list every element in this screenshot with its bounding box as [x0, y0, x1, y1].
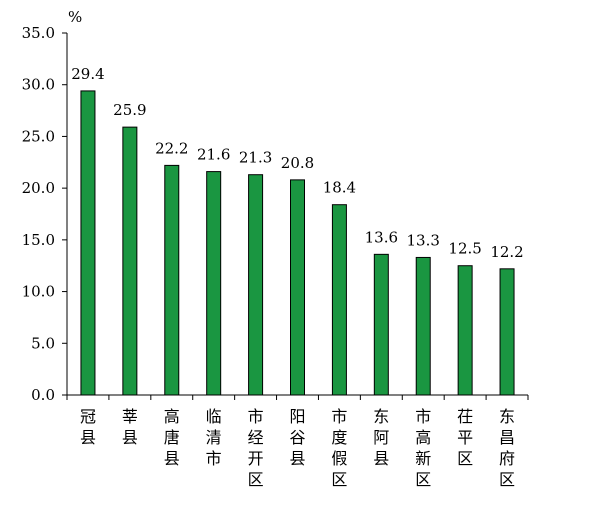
bar [415, 256, 431, 396]
bar [373, 253, 389, 396]
y-tick-label: 25.0 [22, 127, 55, 145]
y-tick-label: 30.0 [22, 76, 55, 94]
bar [457, 265, 473, 396]
value-label: 22.2 [155, 139, 188, 157]
value-label: 12.2 [490, 243, 523, 261]
category-label: 莘县 [122, 407, 138, 447]
bars [80, 90, 515, 396]
bar [331, 204, 347, 396]
y-tick-label: 0.0 [31, 386, 55, 404]
y-tick-label: 20.0 [22, 179, 55, 197]
category-label: 市高新区 [415, 407, 431, 489]
y-axis-unit: % [68, 8, 82, 26]
category-label: 临清市 [206, 407, 222, 468]
y-axis: 0.0 5.0 10.0 15.0 20.0 25.0 30.0 35.0 [22, 24, 68, 404]
value-label: 13.6 [365, 228, 398, 246]
category-label: 东昌府区 [499, 407, 515, 489]
value-label: 13.3 [407, 231, 440, 249]
y-tick-label: 10.0 [22, 283, 55, 301]
bar [164, 164, 180, 396]
bar [80, 90, 96, 396]
value-label: 12.5 [448, 240, 481, 258]
value-label: 29.4 [71, 65, 104, 83]
category-label: 东阿县 [373, 407, 389, 468]
value-label: 25.9 [113, 101, 146, 119]
bar [122, 126, 138, 396]
bar [206, 171, 222, 396]
category-label: 阳谷县 [289, 407, 305, 468]
bar [248, 174, 264, 396]
category-label: 市度假区 [331, 407, 347, 489]
value-label: 21.6 [197, 146, 230, 164]
y-tick-label: 35.0 [22, 24, 55, 42]
value-labels: 29.4 25.9 22.2 21.6 21.3 20.8 18.4 13.6 13.3 12.5… [71, 65, 523, 261]
value-label: 20.8 [281, 154, 314, 172]
y-tick-label: 15.0 [22, 231, 55, 249]
bar [290, 179, 305, 396]
category-label: 高唐县 [164, 407, 180, 468]
bar [499, 268, 515, 396]
value-label: 21.3 [239, 149, 272, 167]
category-label: 冠县 [80, 407, 96, 447]
y-tick-label: 5.0 [31, 334, 55, 352]
value-label: 18.4 [323, 179, 356, 197]
category-label: 市经开区 [248, 407, 264, 489]
category-label: 茌平区 [457, 407, 473, 468]
